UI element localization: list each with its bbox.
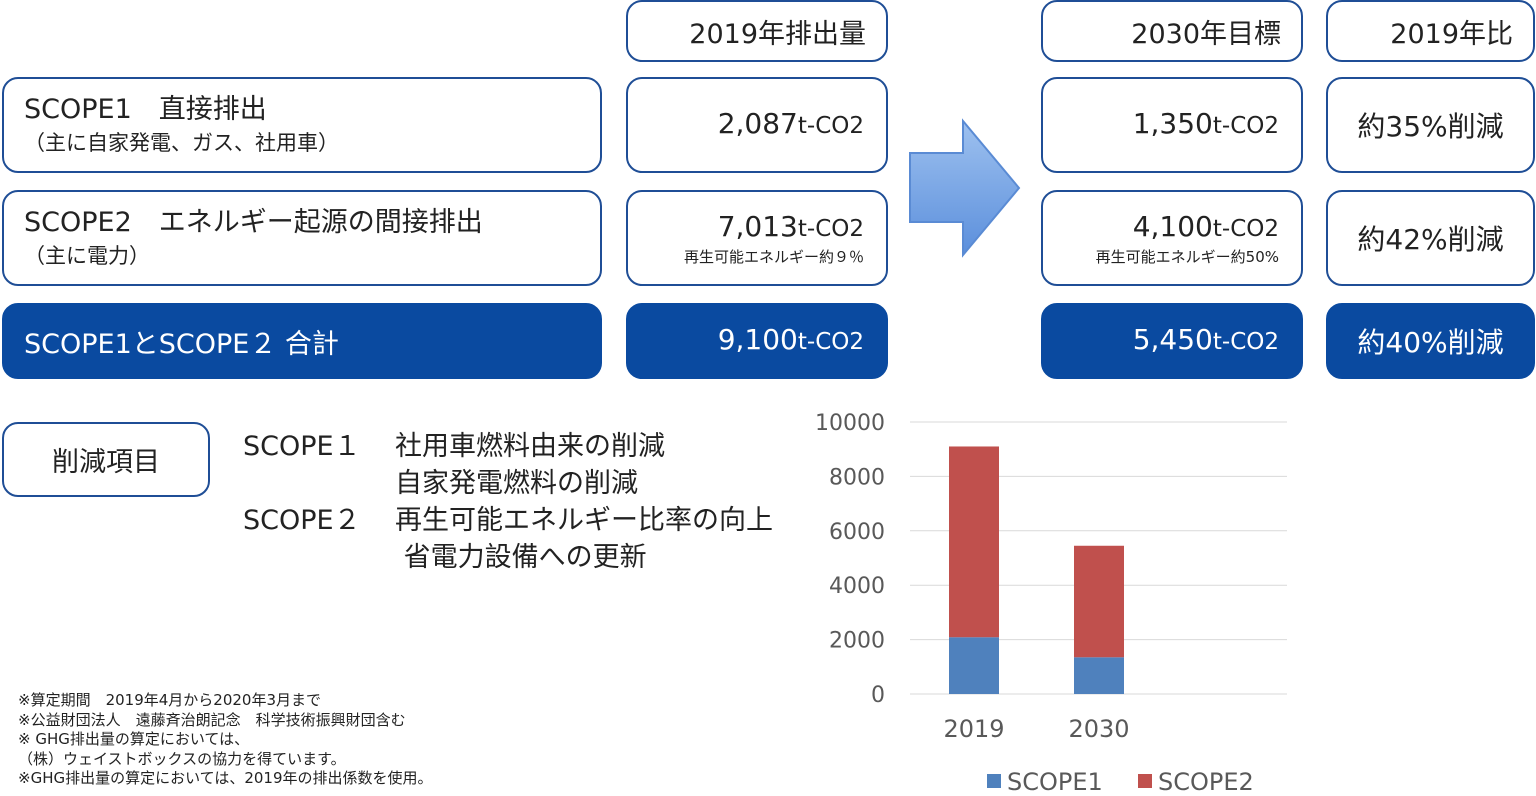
chart-x-axis: 2019 2030 — [943, 715, 1129, 743]
unit-label: t-CO2 — [1212, 216, 1279, 242]
reduction-item-text: 自家発電燃料の削減 — [395, 468, 638, 499]
reduction-item-scope: SCOPE１ — [243, 431, 361, 462]
scope1-ratio: 約35%削減 — [1357, 110, 1504, 143]
right-arrow-icon — [909, 118, 1021, 258]
unit-label: t-CO2 — [797, 216, 864, 242]
header-2030-target-text: 2030年目標 — [1131, 18, 1281, 50]
scope2-ratio: 約42%削減 — [1357, 223, 1504, 256]
total-title: SCOPE1とSCOPE２ 合計 — [24, 328, 339, 360]
unit-label: t-CO2 — [797, 329, 864, 355]
scope2-2019-value: 7,013 — [717, 210, 798, 243]
header-2019-emission: 2019年排出量 — [626, 0, 888, 62]
scope1-title: SCOPE1 直接排出 — [24, 94, 267, 125]
scope2-ratio-box: 約42%削減 — [1326, 190, 1535, 286]
y-tick-label: 6000 — [829, 520, 885, 545]
scope2-label-box: SCOPE2 エネルギー起源の間接排出 （主に電力） — [2, 190, 602, 286]
footnote: ※ GHG排出量の算定においては、 — [18, 730, 250, 748]
footnote: ※算定期間 2019年4月から2020年3月まで — [18, 691, 322, 709]
reduction-item-text: 再生可能エネルギー比率の向上 — [395, 505, 773, 536]
footnote: ※GHG排出量の算定においては、2019年の排出係数を使用。 — [18, 769, 433, 787]
header-vs-2019: 2019年比 — [1326, 0, 1535, 62]
header-2030-target: 2030年目標 — [1041, 0, 1303, 62]
bar-scope2-2030 — [1074, 545, 1124, 658]
scope1-2019-value-box: 2,087t-CO2 — [626, 77, 888, 173]
footnotes: ※算定期間 2019年4月から2020年3月まで ※公益財団法人 遠藤斉治朗記念… — [18, 691, 433, 789]
total-2030-value: 5,450 — [1132, 323, 1213, 356]
scope2-2019-value-box: 7,013t-CO2 再生可能エネルギー約９％ — [626, 190, 888, 286]
y-tick-label: 2000 — [829, 629, 885, 654]
reduction-item-scope: SCOPE２ — [243, 505, 361, 536]
scope1-ratio-box: 約35%削減 — [1326, 77, 1535, 173]
reduction-item-text: 省電力設備への更新 — [395, 542, 647, 573]
total-ratio: 約40%削減 — [1357, 326, 1504, 359]
legend-swatch-scope2 — [1138, 774, 1152, 788]
scope2-2030-renewable-note: 再生可能エネルギー約50% — [1095, 248, 1279, 266]
unit-label: t-CO2 — [1212, 329, 1279, 355]
chart-legend: SCOPE1 SCOPE2 — [987, 768, 1254, 796]
legend-swatch-scope1 — [987, 774, 1001, 788]
scope1-2019-value: 2,087 — [717, 107, 798, 140]
x-tick-label: 2030 — [1068, 715, 1129, 743]
unit-label: t-CO2 — [797, 113, 864, 139]
total-2019-value: 9,100 — [717, 323, 798, 356]
total-2030-value-box: 5,450t-CO2 — [1041, 303, 1303, 379]
footnote: （株）ウェイストボックスの協力を得ています。 — [18, 749, 346, 768]
total-label-box: SCOPE1とSCOPE２ 合計 — [2, 303, 602, 379]
scope2-2030-value: 4,100 — [1132, 210, 1213, 243]
header-vs-2019-text: 2019年比 — [1390, 18, 1513, 50]
chart-bars — [949, 446, 1124, 694]
legend-label-scope2: SCOPE2 — [1158, 768, 1254, 796]
unit-label: t-CO2 — [1212, 113, 1279, 139]
y-tick-label: 8000 — [829, 465, 885, 490]
footnote: ※公益財団法人 遠藤斉治朗記念 科学技術振興財団含む — [18, 710, 406, 729]
y-tick-label: 10000 — [815, 411, 885, 436]
x-tick-label: 2019 — [943, 715, 1004, 743]
y-tick-label: 4000 — [829, 574, 885, 599]
bar-scope1-2030 — [1074, 657, 1124, 694]
reduction-items-label-box: 削減項目 — [2, 422, 210, 497]
total-2019-value-box: 9,100t-CO2 — [626, 303, 888, 379]
reduction-item-text: 社用車燃料由来の削減 — [395, 431, 665, 462]
chart-y-axis: 0 2000 4000 6000 8000 10000 — [815, 411, 885, 708]
scope2-2030-value-box: 4,100t-CO2 再生可能エネルギー約50% — [1041, 190, 1303, 286]
scope2-2019-renewable-note: 再生可能エネルギー約９％ — [683, 248, 864, 266]
scope1-2030-value: 1,350 — [1132, 107, 1213, 140]
scope1-2030-value-box: 1,350t-CO2 — [1041, 77, 1303, 173]
scope1-subtitle: （主に自家発電、ガス、社用車） — [24, 131, 339, 155]
bar-scope1-2019 — [949, 637, 999, 694]
scope1-label-box: SCOPE1 直接排出 （主に自家発電、ガス、社用車） — [2, 77, 602, 173]
total-ratio-box: 約40%削減 — [1326, 303, 1535, 379]
scope2-subtitle: （主に電力） — [24, 244, 150, 268]
header-2019-emission-text: 2019年排出量 — [689, 18, 866, 50]
scope2-title: SCOPE2 エネルギー起源の間接排出 — [24, 207, 483, 238]
y-tick-label: 0 — [871, 683, 885, 708]
bar-scope2-2019 — [949, 446, 999, 638]
legend-label-scope1: SCOPE1 — [1007, 768, 1103, 796]
reduction-items-label: 削減項目 — [52, 447, 160, 478]
